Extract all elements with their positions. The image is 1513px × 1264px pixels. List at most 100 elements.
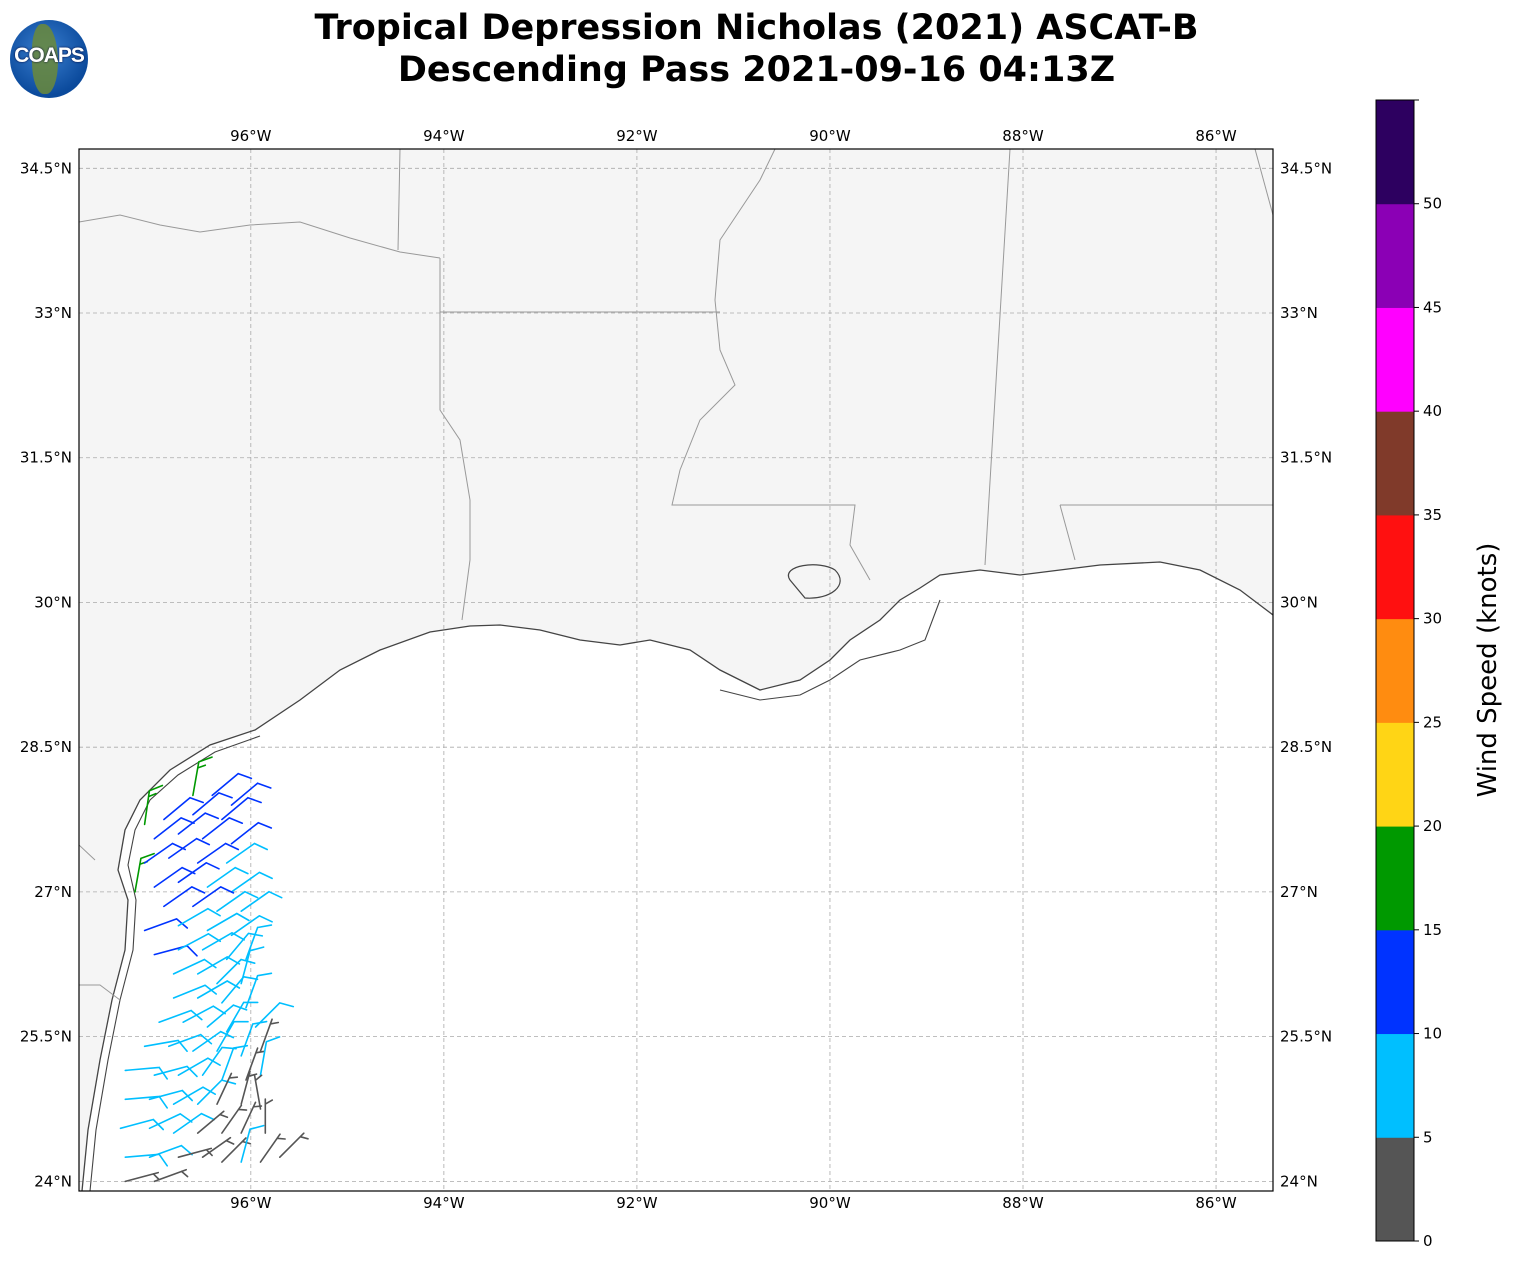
wind-barb [201,932,245,951]
wind-barb [172,1112,215,1134]
lat-label-left: 25.5°N [20,1028,72,1046]
wind-barb [240,1070,258,1105]
wind-barb [221,796,262,821]
lon-label-top: 88°W [1002,127,1044,145]
colorbar-segment [1376,929,1414,1035]
wind-barb [124,1171,160,1183]
wind-barb [259,1133,286,1163]
wind-barb [192,792,233,816]
wind-barb [153,1168,189,1183]
lon-label-bottom: 86°W [1195,1194,1237,1212]
map-title-line1: Tropical Depression Nicholas (2021) ASCA… [314,8,1199,48]
lat-label-left: 24°N [34,1172,72,1190]
lat-label-right: 27°N [1280,883,1318,901]
wind-barb [211,772,253,797]
lat-label-right: 33°N [1280,304,1318,322]
wind-barb [192,756,213,797]
wind-barb [163,886,206,908]
colorbar-segment [1376,618,1414,723]
map-frame [78,148,1274,1192]
wind-barb [221,976,259,1004]
lon-label-bottom: 96°W [230,1194,272,1212]
colorbar-tick-label: 0 [1423,1232,1433,1250]
wind-barb [196,842,240,864]
lat-label-right: 25.5°N [1280,1028,1332,1046]
lon-label-top: 86°W [1195,127,1237,145]
colorbar-segment [1376,722,1414,827]
wind-barb [206,866,249,888]
colorbar-segment [1376,826,1414,931]
wind-barb [192,886,235,908]
colorbar: 0 5 10 15 20 25 30 35 40 45 50 [1375,99,1442,1250]
lat-label-left: 30°N [34,593,72,611]
wind-barb [172,958,217,975]
land-area [79,149,1273,1191]
wind-barb [168,837,211,859]
state-borders [79,149,1273,1001]
wind-barb [259,1018,280,1052]
colorbar-tick-label: 35 [1423,506,1442,524]
colorbar-tick-label: 45 [1423,298,1442,316]
colorbar-segment [1376,514,1414,620]
lon-label-bottom: 90°W [809,1194,851,1212]
lon-label-top: 92°W [616,127,658,145]
wind-barb [240,890,283,912]
lon-label-bottom: 88°W [1002,1194,1044,1212]
wind-barb [177,907,221,927]
wind-barb [230,821,273,845]
wind-barb [177,812,219,835]
colorbar-segment [1376,1033,1414,1138]
coaps-logo: COAPS [10,20,88,98]
wind-barb [206,912,250,932]
lat-label-right: 24°N [1280,1172,1318,1190]
wind-barbs [119,756,309,1183]
lon-label-top: 94°W [423,127,465,145]
barrier-islands [89,599,941,1191]
colorbar-tick-label: 5 [1423,1128,1433,1146]
wind-barb [196,1110,229,1134]
wind-barb [216,890,259,912]
wind-barb [245,924,273,961]
wind-barb [240,1020,268,1057]
wind-barb [196,980,241,999]
wind-barb [177,1057,221,1076]
lat-label-left: 27°N [34,883,72,901]
wind-barb [221,1044,249,1081]
lat-label-right: 31.5°N [1280,449,1332,467]
lat-label-left: 33°N [34,304,72,322]
colorbar-segment [1376,100,1414,205]
wind-barb [253,1074,263,1110]
wind-barb [148,1113,193,1130]
wind-barb [201,817,244,840]
map-title-line2: Descending Pass 2021-09-16 04:13Z [397,50,1116,90]
wind-barb [182,1005,226,1023]
lat-label-left: 28.5°N [20,738,72,756]
colorbar-segment [1376,1137,1414,1242]
wind-barb [230,782,272,806]
graticule [79,149,1273,1191]
colorbar-tick-label: 50 [1423,195,1442,213]
logo-text: COAPS [14,44,85,67]
colorbar-segment [1376,307,1414,412]
wind-barb [225,1001,259,1033]
wind-barb [216,1020,249,1052]
wind-barb [153,1065,198,1078]
colorbar-tick-label: 10 [1423,1025,1442,1043]
wind-barb [221,1104,248,1134]
lat-label-right: 34.5°N [1280,159,1332,177]
colorbar-tick-label: 30 [1423,610,1442,628]
lat-label-right: 30°N [1280,593,1318,611]
lake-pontchartrain [787,564,841,599]
wind-barb [279,1132,309,1158]
lon-label-bottom: 94°W [423,1194,465,1212]
wind-barb [259,1036,281,1076]
wind-barb [172,1086,216,1105]
colorbar-tick-label: 40 [1423,402,1442,420]
wind-barb [245,1047,265,1081]
wind-barb [148,1144,193,1158]
colorbar-segment [1376,411,1414,516]
wind-barb [225,842,268,864]
wind-barb [264,1098,274,1134]
lat-label-right: 28.5°N [1280,738,1332,756]
